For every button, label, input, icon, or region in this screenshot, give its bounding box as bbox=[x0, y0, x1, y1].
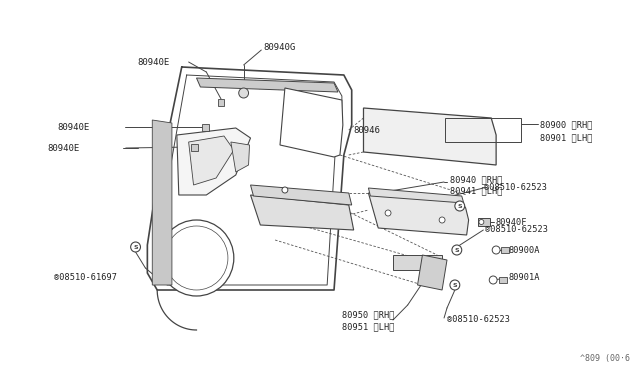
FancyBboxPatch shape bbox=[499, 277, 507, 283]
Polygon shape bbox=[364, 108, 496, 165]
Polygon shape bbox=[152, 120, 172, 285]
Text: 80940E: 80940E bbox=[47, 144, 79, 153]
Text: 80940E: 80940E bbox=[57, 122, 89, 131]
Bar bbox=[191, 144, 198, 151]
Text: 80940 〈RH〉: 80940 〈RH〉 bbox=[450, 176, 502, 185]
Circle shape bbox=[479, 219, 484, 224]
Polygon shape bbox=[177, 128, 250, 195]
Polygon shape bbox=[189, 136, 234, 185]
Polygon shape bbox=[250, 195, 354, 230]
Circle shape bbox=[159, 220, 234, 296]
Text: ®08510-62523: ®08510-62523 bbox=[485, 224, 548, 234]
Circle shape bbox=[282, 187, 288, 193]
Text: 80900A: 80900A bbox=[509, 246, 540, 254]
Polygon shape bbox=[393, 255, 442, 270]
Text: S: S bbox=[133, 245, 138, 250]
Circle shape bbox=[239, 88, 248, 98]
Text: 80950 〈RH〉: 80950 〈RH〉 bbox=[342, 311, 394, 320]
Polygon shape bbox=[196, 78, 338, 92]
Text: 80951 〈LH〉: 80951 〈LH〉 bbox=[342, 323, 394, 331]
Text: ®08510-62523: ®08510-62523 bbox=[484, 183, 547, 192]
Text: 80940F: 80940F bbox=[495, 218, 527, 227]
Bar bbox=[445, 118, 521, 142]
Circle shape bbox=[452, 245, 461, 255]
Text: ^809 (00·6: ^809 (00·6 bbox=[580, 353, 630, 362]
Text: 80946: 80946 bbox=[354, 125, 381, 135]
Circle shape bbox=[385, 210, 391, 216]
Text: 80940G: 80940G bbox=[263, 42, 296, 51]
Text: S: S bbox=[452, 283, 457, 288]
Circle shape bbox=[492, 246, 500, 254]
Text: 80900 〈RH〉: 80900 〈RH〉 bbox=[540, 121, 593, 129]
Text: ®08510-61697: ®08510-61697 bbox=[54, 273, 117, 282]
Text: ®08510-62523: ®08510-62523 bbox=[447, 315, 510, 324]
Text: 80941 〈LH〉: 80941 〈LH〉 bbox=[450, 186, 502, 196]
Polygon shape bbox=[369, 188, 464, 203]
Polygon shape bbox=[417, 255, 447, 290]
Bar bbox=[218, 99, 225, 106]
Text: 80901A: 80901A bbox=[509, 273, 540, 282]
FancyBboxPatch shape bbox=[501, 247, 509, 253]
Circle shape bbox=[450, 280, 460, 290]
Circle shape bbox=[455, 201, 465, 211]
Circle shape bbox=[489, 276, 497, 284]
Polygon shape bbox=[250, 185, 352, 205]
Text: S: S bbox=[458, 204, 462, 209]
Text: 80940E: 80940E bbox=[138, 58, 170, 67]
Bar bbox=[202, 124, 209, 131]
Text: S: S bbox=[454, 248, 459, 253]
FancyBboxPatch shape bbox=[479, 218, 490, 226]
Circle shape bbox=[165, 226, 228, 290]
Circle shape bbox=[439, 217, 445, 223]
Text: 80901 〈LH〉: 80901 〈LH〉 bbox=[540, 134, 593, 142]
Polygon shape bbox=[280, 88, 343, 157]
Polygon shape bbox=[369, 193, 468, 235]
Polygon shape bbox=[231, 142, 250, 172]
Circle shape bbox=[131, 242, 141, 252]
